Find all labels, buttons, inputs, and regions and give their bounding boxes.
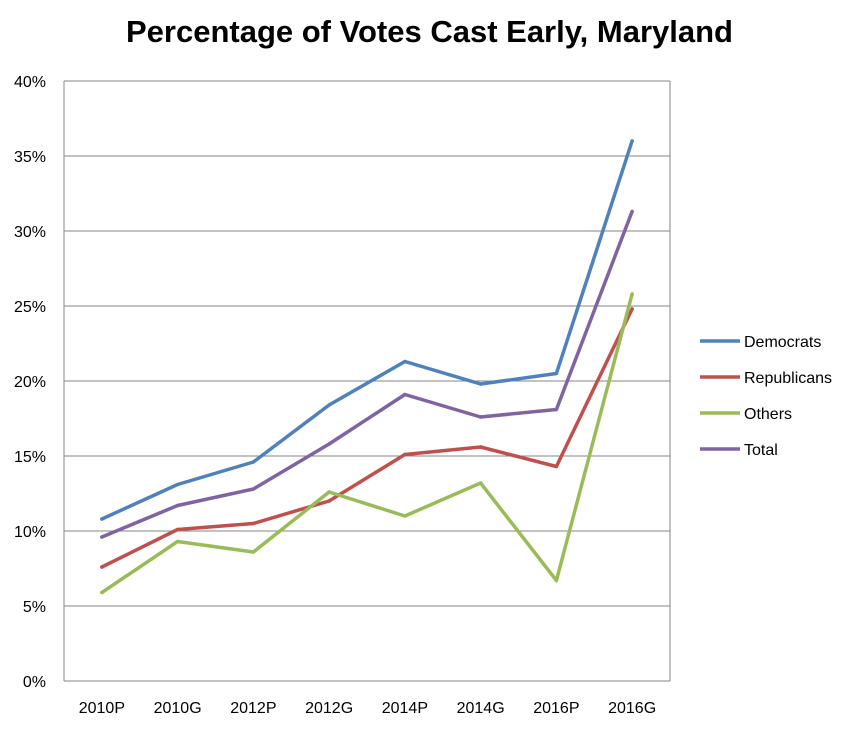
data-point-total: [327, 442, 331, 446]
x-tick-label: 2010G: [154, 700, 202, 717]
data-point-democrats: [478, 382, 483, 386]
data-point-total: [630, 209, 634, 214]
series-line-democrats: [100, 139, 634, 521]
x-tick-label: 2014P: [382, 700, 428, 717]
data-point-republicans: [554, 464, 559, 469]
y-tick-label: 25%: [14, 299, 46, 316]
data-point-democrats: [251, 460, 256, 464]
chart-title: Percentage of Votes Cast Early, Maryland: [125, 14, 733, 49]
y-tick-label: 5%: [23, 599, 46, 616]
series-line-total: [100, 209, 634, 539]
series-line-others: [100, 292, 634, 595]
data-point-republicans: [630, 307, 634, 311]
data-point-others: [630, 292, 634, 296]
x-tick-label: 2016G: [608, 700, 656, 717]
y-tick-label: 15%: [14, 449, 46, 466]
data-point-others: [100, 590, 104, 595]
data-point-others: [327, 490, 331, 494]
y-tick-label: 10%: [14, 524, 46, 541]
data-point-democrats: [554, 371, 559, 376]
legend-label-republicans: Republicans: [744, 370, 832, 387]
data-point-republicans: [100, 565, 104, 569]
data-point-total: [251, 487, 256, 491]
data-point-others: [403, 514, 407, 518]
data-point-democrats: [100, 517, 104, 521]
data-point-total: [175, 503, 180, 508]
y-tick-label: 35%: [14, 149, 46, 166]
data-point-republicans: [327, 499, 331, 503]
y-tick-labels: 0% 5% 10% 15% 20% 25% 30% 35% 40%: [14, 74, 46, 691]
data-point-republicans: [251, 521, 256, 526]
legend-label-total: Total: [744, 442, 778, 459]
data-point-republicans: [478, 445, 483, 449]
data-point-democrats: [175, 482, 180, 487]
x-tick-label: 2016P: [533, 700, 579, 717]
y-tick-label: 0%: [23, 674, 46, 691]
x-tick-labels: 2010P 2010G 2012P 2012G 2014P 2014G 2016P 2016G: [79, 700, 656, 717]
data-point-others: [175, 539, 180, 544]
legend: Democrats Republicans Others Total: [700, 334, 832, 459]
y-tick-label: 30%: [14, 224, 46, 241]
data-point-republicans: [175, 527, 180, 532]
data-point-others: [554, 578, 559, 583]
data-point-democrats: [327, 403, 331, 407]
x-tick-label: 2014G: [457, 700, 505, 717]
legend-label-others: Others: [744, 406, 792, 423]
x-tick-label: 2012G: [305, 700, 353, 717]
series-line-republicans: [100, 307, 634, 569]
y-tick-label: 40%: [14, 74, 46, 91]
data-point-total: [478, 415, 483, 419]
data-point-republicans: [403, 452, 407, 457]
data-point-total: [554, 407, 559, 412]
series-lines: [100, 139, 634, 595]
data-point-others: [478, 481, 483, 485]
axes: [63, 81, 671, 682]
data-point-democrats: [403, 359, 407, 364]
legend-label-democrats: Democrats: [744, 334, 821, 351]
data-point-total: [403, 392, 407, 397]
y-tick-label: 20%: [14, 374, 46, 391]
gridlines: [64, 80, 670, 607]
data-point-others: [251, 550, 256, 554]
x-tick-label: 2012P: [230, 700, 276, 717]
x-tick-label: 2010P: [79, 700, 125, 717]
data-point-total: [100, 535, 104, 539]
data-point-democrats: [630, 139, 634, 143]
